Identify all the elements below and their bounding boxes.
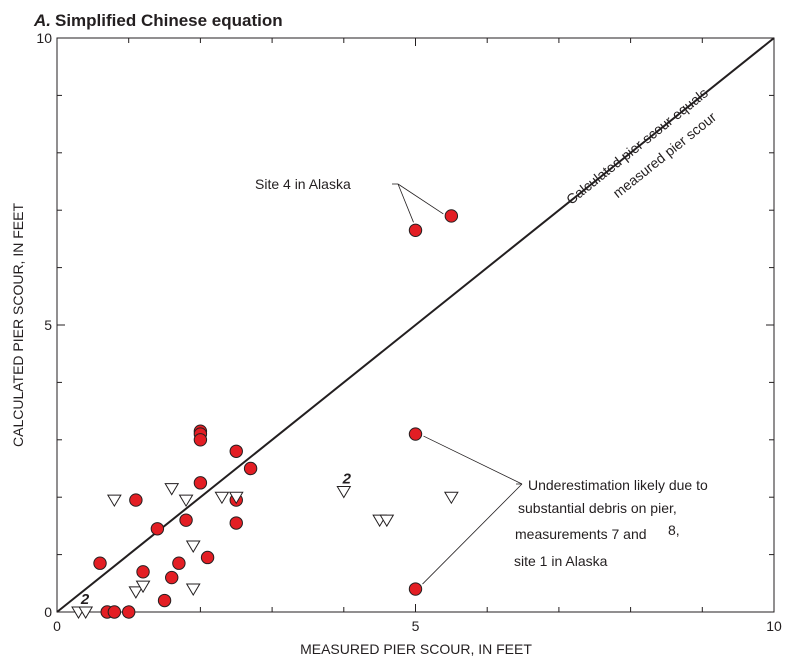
data-point-triangle xyxy=(228,491,244,505)
axis-ticks xyxy=(56,37,775,613)
data-point-circle xyxy=(150,522,165,536)
data-point-circle xyxy=(243,461,258,476)
data-point-triangle xyxy=(106,494,122,508)
data-point-circle xyxy=(179,513,193,527)
underestimation-line2: substantial debris on pier, xyxy=(518,500,677,516)
underestimation-line3-suffix: 8, xyxy=(668,522,680,538)
data-point-triangle xyxy=(135,580,151,594)
x-axis-label: MEASURED PIER SCOUR, IN FEET xyxy=(300,641,532,657)
point-count-label: 2 xyxy=(342,470,352,487)
data-points xyxy=(71,209,459,619)
x-tick-label: 0 xyxy=(53,618,61,634)
data-point-triangle xyxy=(336,485,352,499)
one-to-one-line xyxy=(56,37,775,613)
data-point-triangle xyxy=(443,491,459,505)
data-point-circle xyxy=(93,556,107,570)
data-point-triangle xyxy=(379,514,395,528)
data-point-triangle xyxy=(164,483,180,496)
y-tick-label: 5 xyxy=(44,317,52,333)
underestimation-line3: measurements 7 and xyxy=(515,526,647,542)
y-axis-label: CALCULATED PIER SCOUR, IN FEET xyxy=(10,203,26,447)
data-point-circle xyxy=(229,516,243,530)
x-tick-label: 5 xyxy=(412,618,420,634)
data-point-triangle xyxy=(178,494,194,508)
y-tick-label: 0 xyxy=(44,604,52,620)
data-point-circle xyxy=(129,493,143,507)
data-point-circle xyxy=(408,427,423,441)
tick-labels: 0 5 10 0 5 10 xyxy=(36,30,782,634)
data-point-circle xyxy=(200,550,215,565)
data-point-circle xyxy=(193,476,208,490)
data-point-circle xyxy=(157,593,172,608)
data-point-circle xyxy=(172,556,186,570)
data-point-triangle xyxy=(128,586,144,599)
data-point-circle xyxy=(193,433,208,447)
data-point-triangle xyxy=(78,606,94,619)
annotation-leader xyxy=(423,435,523,485)
count-labels: 22 xyxy=(80,470,352,608)
annotation-leader xyxy=(397,183,414,223)
data-point-triangle xyxy=(185,540,201,553)
site4-annotation: Site 4 in Alaska xyxy=(255,176,351,192)
point-count-label: 2 xyxy=(80,591,90,608)
data-point-circle xyxy=(165,570,179,585)
one-to-one-line-labels: Calculated pier scour equals measured pi… xyxy=(563,85,719,208)
data-point-circle xyxy=(444,209,459,223)
panel-letter: A. xyxy=(33,11,51,30)
data-point-circle xyxy=(107,605,122,619)
chart-title: Simplified Chinese equation xyxy=(55,11,283,30)
x-tick-label: 10 xyxy=(766,618,782,634)
data-point-circle xyxy=(408,223,423,237)
annotation-leader xyxy=(397,183,444,215)
one-to-one-label-line1: Calculated pier scour equals xyxy=(563,85,711,208)
data-point-circle xyxy=(122,605,136,619)
data-point-circle xyxy=(229,444,243,458)
data-point-circle xyxy=(136,565,150,579)
data-point-circle xyxy=(408,582,423,596)
data-point-triangle xyxy=(185,583,201,597)
data-point-triangle xyxy=(214,491,230,505)
y-tick-label: 10 xyxy=(36,30,52,46)
annotation-leader xyxy=(422,483,523,585)
underestimation-line1: Underestimation likely due to xyxy=(528,477,708,493)
annotation-leaders xyxy=(392,183,523,585)
underestimation-line4: site 1 in Alaska xyxy=(514,553,608,569)
